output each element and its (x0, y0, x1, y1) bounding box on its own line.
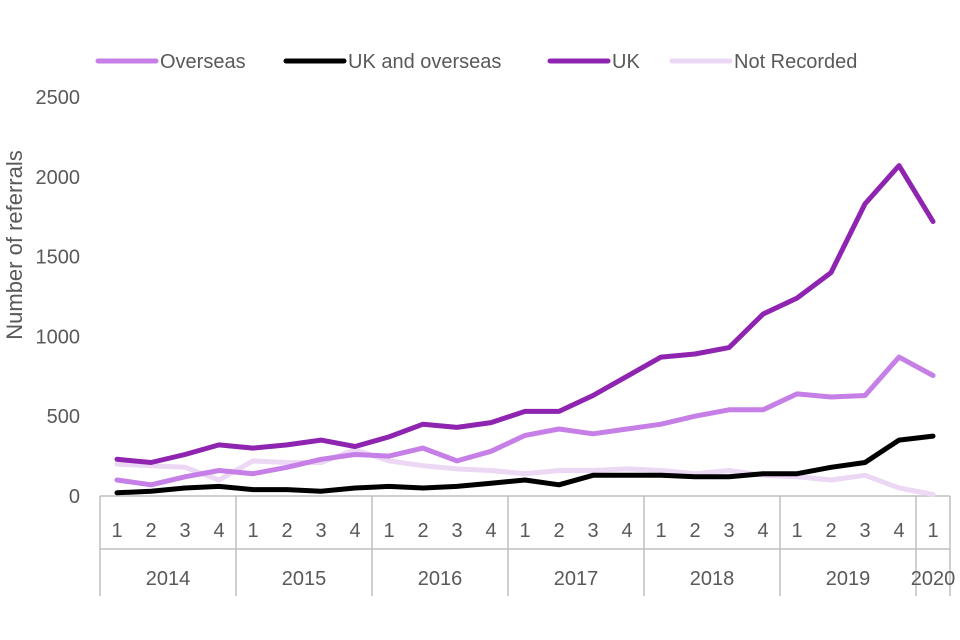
y-tick-label: 2000 (36, 167, 81, 189)
series-line-overseas (114, 354, 936, 488)
x-axis: 1 2 3 4 1 2 3 4 1 2 3 4 1 2 3 4 1 2 3 4 1 2 3 4 1 2014 2015 2016 201… (99, 495, 956, 596)
y-tick-label: 2500 (36, 87, 81, 109)
x-tick-label: 2 (689, 520, 700, 542)
legend-label: Overseas (160, 51, 246, 73)
year-label: 2018 (690, 568, 735, 590)
x-tick-label: 1 (791, 520, 802, 542)
series-line-uk (114, 163, 936, 465)
x-tick-label: 2 (825, 520, 836, 542)
x-tick-label: 1 (655, 520, 666, 542)
x-tick-label: 2 (417, 520, 428, 542)
year-label: 2014 (146, 568, 191, 590)
x-tick-label: 2 (281, 520, 292, 542)
x-tick-label: 4 (349, 520, 360, 542)
year-label: 2019 (826, 568, 871, 590)
y-axis-label: Number of referrals (2, 150, 27, 340)
legend-label: UK (612, 51, 640, 73)
x-tick-label: 4 (213, 520, 224, 542)
series-line-not-recorded (114, 447, 936, 497)
legend: Overseas UK and overseas UK Not Recorded (95, 51, 857, 73)
x-tick-label: 3 (723, 520, 734, 542)
year-label: 2017 (554, 568, 599, 590)
legend-item-uk: UK (547, 51, 640, 73)
x-tick-label: 4 (485, 520, 496, 542)
legend-label: Not Recorded (734, 51, 857, 73)
x-tick-label: 4 (757, 520, 768, 542)
x-tick-label: 3 (587, 520, 598, 542)
year-label: 2020 (911, 568, 956, 590)
x-tick-label: 1 (247, 520, 258, 542)
y-tick-label: 1500 (36, 247, 81, 269)
x-tick-label: 1 (383, 520, 394, 542)
x-tick-label: 1 (519, 520, 530, 542)
x-tick-label: 3 (451, 520, 462, 542)
x-tick-label: 4 (893, 520, 904, 542)
legend-item-overseas: Overseas (95, 51, 246, 73)
x-tick-label: 3 (859, 520, 870, 542)
x-tick-label: 1 (927, 520, 938, 542)
y-tick-label: 0 (69, 486, 80, 508)
y-tick-label: 1000 (36, 326, 81, 348)
year-label: 2015 (282, 568, 327, 590)
y-axis-ticks: 0 500 1000 1500 2000 2500 (36, 87, 81, 508)
x-tick-label: 1 (111, 520, 122, 542)
series-lines (114, 163, 936, 497)
x-tick-label: 3 (179, 520, 190, 542)
legend-item-uk-and-overseas: UK and overseas (283, 51, 501, 73)
x-tick-label: 2 (553, 520, 564, 542)
x-tick-label: 2 (145, 520, 156, 542)
legend-label: UK and overseas (348, 51, 501, 73)
x-tick-label: 4 (621, 520, 632, 542)
legend-item-not-recorded: Not Recorded (669, 51, 857, 73)
series-line-uk-and-overseas (114, 433, 936, 496)
x-tick-label: 3 (315, 520, 326, 542)
y-tick-label: 500 (47, 406, 80, 428)
year-label: 2016 (418, 568, 463, 590)
